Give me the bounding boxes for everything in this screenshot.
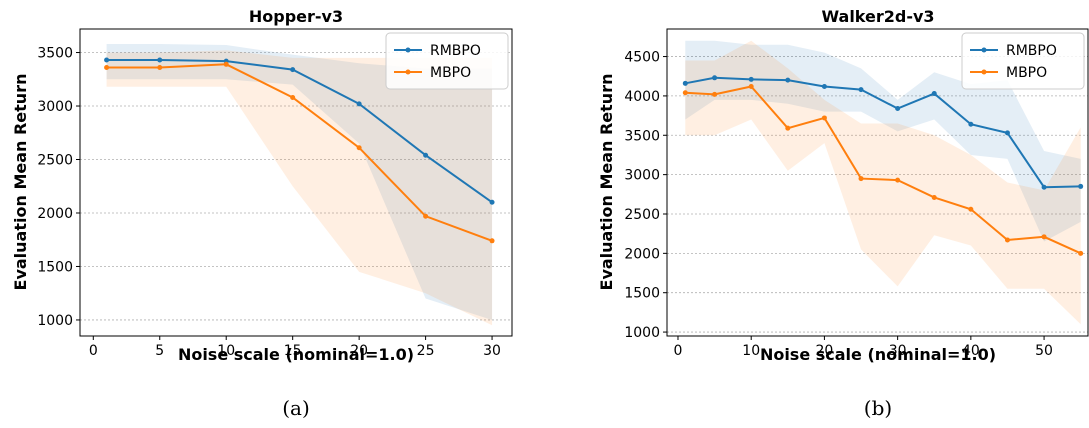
y-axis-label: Evaluation Mean Return (11, 74, 30, 291)
data-point (785, 77, 791, 83)
y-tick-label: 3000 (624, 168, 660, 184)
legend-box (961, 32, 1085, 90)
x-tick-label: 30 (483, 343, 501, 359)
data-point (682, 80, 688, 86)
data-point (821, 83, 827, 89)
data-point (356, 101, 362, 107)
data-point (748, 76, 754, 82)
data-point (821, 115, 827, 121)
x-tick-label: 0 (89, 343, 98, 359)
x-tick-label: 15 (284, 343, 302, 359)
x-tick-label: 10 (217, 343, 235, 359)
data-point (290, 67, 296, 73)
x-tick-label: 0 (674, 343, 683, 359)
data-point (785, 125, 791, 131)
caption: (a) (282, 396, 310, 420)
series-line (685, 85, 1082, 255)
data-point (895, 106, 901, 112)
legend-marker (405, 47, 411, 53)
data-point (157, 65, 163, 71)
axes-frame (666, 28, 1089, 337)
data-point (895, 177, 901, 183)
data-point (290, 94, 296, 100)
data-point (1004, 130, 1010, 136)
hopper-chart: Hopper-v3 0 5 10 15 20 25 30 1000 1500 2000 2500 30… (11, 7, 513, 420)
data-point (858, 176, 864, 182)
data-point (682, 90, 688, 96)
confidence-band (685, 40, 1081, 325)
data-point (223, 61, 229, 67)
data-point (968, 121, 974, 127)
x-tick-label: 40 (962, 343, 980, 359)
y-tick-label: 3000 (37, 99, 73, 115)
x-tick-label: 20 (350, 343, 368, 359)
data-point (931, 194, 937, 200)
y-tick-label: 1000 (624, 325, 660, 341)
data-point (968, 206, 974, 212)
legend: RMBPO MBPO (385, 32, 509, 90)
data-point (1004, 237, 1010, 243)
chart-title: Walker2d-v3 (821, 7, 934, 26)
legend-label: MBPO (430, 65, 471, 81)
walker2d-chart: Walker2d-v3 0 10 20 30 40 50 1000 1500 2000 2500 3… (597, 7, 1089, 420)
data-point (489, 199, 495, 205)
plot-area: 0 5 10 15 20 25 30 1000 1500 2000 2500 3000 3500 RMBP… (37, 28, 513, 359)
confidence-band (685, 40, 1081, 242)
legend-box (385, 32, 509, 90)
x-tick-label: 25 (417, 343, 435, 359)
series-line (685, 76, 1081, 189)
data-point (157, 57, 163, 63)
x-tick-label: 30 (889, 343, 907, 359)
confidence-band (106, 50, 493, 326)
legend-label: RMBPO (430, 43, 481, 59)
data-point (104, 57, 110, 63)
y-tick-label: 3500 (624, 128, 660, 144)
data-point (858, 87, 864, 93)
y-tick-label: 2000 (624, 246, 660, 262)
chart-title: Hopper-v3 (249, 7, 343, 26)
legend-marker (981, 69, 987, 75)
y-axis-label: Evaluation Mean Return (597, 74, 616, 291)
y-tick-label: 2500 (37, 153, 73, 169)
x-axis-label: Noise scale (nominal=1.0) (760, 345, 996, 364)
x-tick-label: 10 (742, 343, 760, 359)
data-point (748, 83, 754, 89)
y-tick-label: 3500 (37, 46, 73, 62)
data-point (931, 91, 937, 97)
y-tick-label: 1000 (37, 313, 73, 329)
y-tick-label: 4500 (624, 50, 660, 66)
data-point (1041, 184, 1047, 190)
data-point (423, 213, 429, 219)
data-point (423, 152, 429, 158)
data-point (1078, 183, 1084, 189)
legend-label: MBPO (1006, 65, 1047, 81)
plot-area: 0 10 20 30 40 50 1000 1500 2000 2500 3000 3500 4000 4… (624, 28, 1089, 359)
data-point (1041, 234, 1047, 240)
legend-marker (981, 47, 987, 53)
y-tick-label: 4000 (624, 89, 660, 105)
y-tick-label: 1500 (624, 286, 660, 302)
confidence-band (106, 43, 493, 320)
data-point (1078, 250, 1084, 256)
data-point (712, 75, 718, 81)
x-tick-label: 20 (816, 343, 834, 359)
y-tick-label: 2000 (37, 206, 73, 222)
x-axis-label: Noise scale (nominal=1.0) (178, 345, 414, 364)
caption: (b) (864, 396, 892, 420)
data-point (356, 145, 362, 151)
data-point (104, 65, 110, 71)
legend-marker (405, 69, 411, 75)
axes-frame (79, 28, 513, 337)
x-tick-label: 5 (155, 343, 164, 359)
y-tick-label: 1500 (37, 259, 73, 275)
legend-label: RMBPO (1006, 43, 1057, 59)
data-point (489, 238, 495, 244)
legend: RMBPO MBPO (961, 32, 1085, 90)
data-point (712, 91, 718, 97)
y-tick-label: 2500 (624, 207, 660, 223)
x-tick-label: 50 (1035, 343, 1053, 359)
